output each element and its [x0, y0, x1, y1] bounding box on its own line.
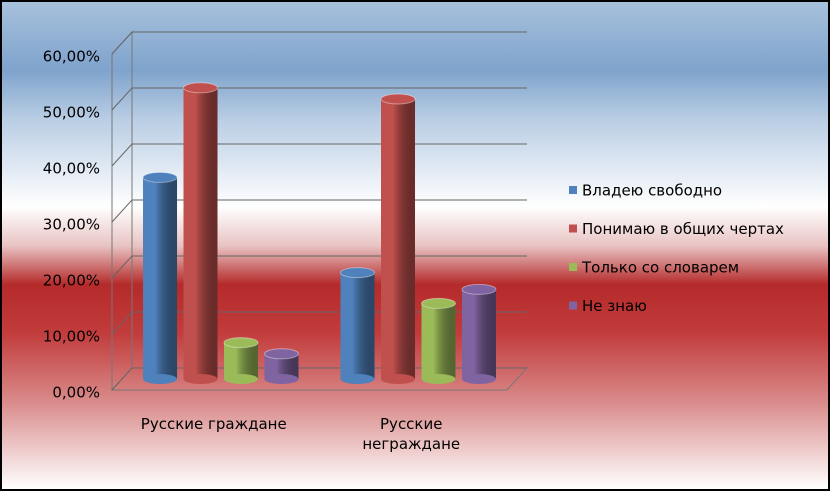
- cylinder-top: [142, 171, 178, 183]
- x-tick-label: Русские граждане: [140, 415, 287, 433]
- cylinder-top: [340, 267, 376, 279]
- legend-swatch: [569, 263, 577, 271]
- bar: [223, 342, 258, 379]
- legend-label: Понимаю в общих чертах: [582, 220, 784, 238]
- bar: [461, 289, 496, 379]
- legend-swatch: [569, 186, 577, 194]
- cylinder-top: [263, 348, 299, 360]
- cylinder-top: [461, 283, 497, 295]
- y-tick-label: 50,00%: [43, 104, 100, 122]
- bar: [340, 272, 375, 379]
- cylinder-top: [420, 297, 456, 309]
- cylinder-bottom: [421, 374, 456, 384]
- y-tick-label: 40,00%: [43, 160, 100, 178]
- cylinder-bottom: [340, 374, 375, 384]
- cylinder-top: [223, 337, 259, 349]
- cylinder-bottom: [143, 374, 178, 384]
- y-tick-label: 20,00%: [43, 272, 100, 290]
- legend-label: Владею свободно: [582, 182, 722, 200]
- legend-label: Не знаю: [582, 297, 647, 315]
- grid-line: [111, 31, 527, 55]
- x-tick-label: Русские неграждане: [362, 415, 461, 453]
- cylinder-bottom: [183, 374, 218, 384]
- cylinder-bottom: [264, 374, 299, 384]
- y-tick-label: 30,00%: [43, 216, 100, 234]
- y-tick-label: 10,00%: [43, 328, 100, 346]
- cylinder-top: [183, 82, 219, 94]
- bar: [143, 177, 178, 379]
- cylinder-top: [380, 93, 416, 105]
- y-tick-label: 60,00%: [43, 48, 100, 66]
- bar: [183, 87, 218, 380]
- legend-label: Только со словарем: [581, 259, 739, 277]
- cylinder-bottom: [381, 374, 416, 384]
- legend-swatch: [569, 301, 577, 310]
- grid-line: [111, 87, 527, 111]
- cylinder-bottom: [461, 374, 496, 384]
- bar: [421, 303, 456, 379]
- y-tick-label: 0,00%: [52, 384, 100, 402]
- bar: [381, 99, 416, 379]
- cylinder-bottom: [223, 374, 258, 384]
- legend-swatch: [569, 224, 577, 233]
- grid-line: [111, 143, 527, 167]
